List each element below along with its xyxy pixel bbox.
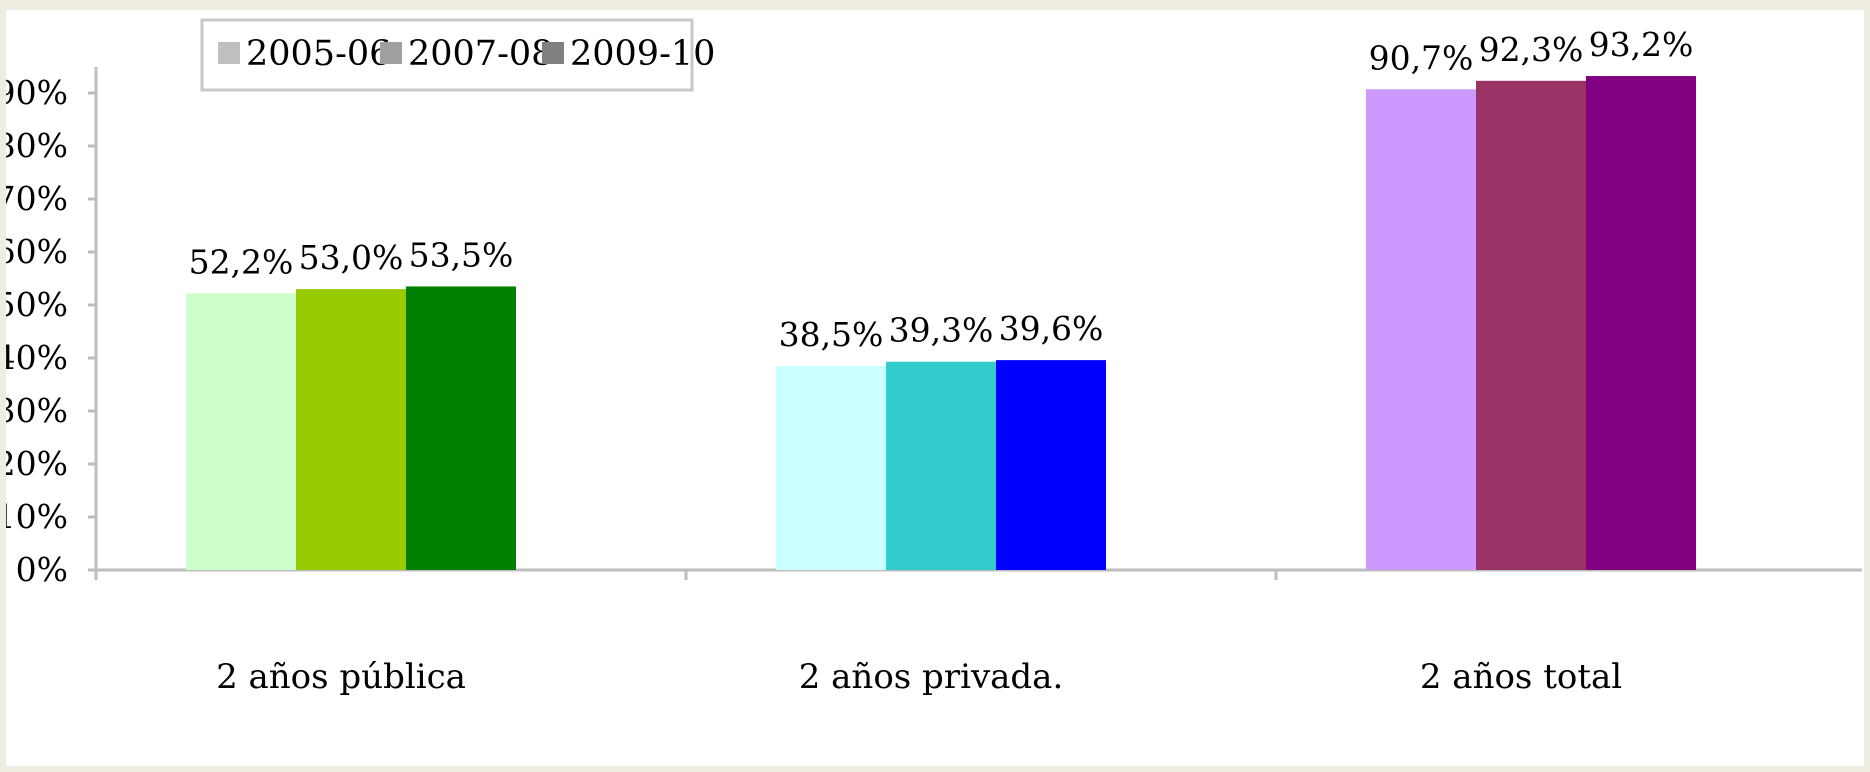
- y-tick-label: 20%: [6, 444, 68, 483]
- bar: [1476, 80, 1586, 570]
- legend-entry: 2007-08: [408, 34, 553, 74]
- y-tick-label: 60%: [6, 232, 68, 271]
- legend: 2005-06 2007-08 2009-10: [200, 18, 715, 92]
- legend-swatch: [218, 42, 240, 64]
- legend-swatch: [380, 42, 402, 64]
- bar: [996, 360, 1106, 570]
- legend-entry: 2005-06: [246, 34, 391, 74]
- data-label: 92,3%: [1479, 30, 1584, 69]
- data-label: 39,3%: [889, 311, 994, 350]
- x-category-label: 2 años privada.: [799, 657, 1064, 697]
- x-category-label: 2 años pública: [216, 657, 466, 697]
- bar: [776, 365, 886, 570]
- data-label: 38,5%: [779, 315, 884, 354]
- y-tick-label: 80%: [6, 126, 68, 165]
- y-tick-label: 10%: [6, 497, 68, 536]
- y-tick-label: 40%: [6, 338, 68, 377]
- bars: [186, 76, 1696, 570]
- data-label: 53,0%: [299, 238, 404, 277]
- bar: [886, 361, 996, 570]
- y-tick-label: 50%: [6, 285, 68, 324]
- bar: [1366, 89, 1476, 570]
- x-category-label: 2 años total: [1420, 657, 1622, 697]
- bar: [186, 293, 296, 570]
- data-label: 53,5%: [409, 235, 514, 274]
- bar: [406, 286, 516, 570]
- legend-box: [200, 18, 694, 92]
- bar: [296, 289, 406, 570]
- legend-entry: 2009-10: [570, 34, 715, 74]
- legend-swatch: [542, 42, 564, 64]
- y-tick-label: 30%: [6, 391, 68, 430]
- chart-frame: 2005-06 2007-08 2009-10 0% 10% 20% 30% 40% 50% 6…: [6, 10, 1864, 766]
- data-label: 39,6%: [999, 309, 1104, 348]
- bar: [1586, 76, 1696, 570]
- y-tick-label: 70%: [6, 179, 68, 218]
- data-label: 52,2%: [189, 242, 294, 281]
- data-labels: 52,2% 53,0% 53,5% 38,5% 39,3% 39,6% 90,7% 92,3%…: [189, 25, 1694, 354]
- y-tick-label: 0%: [16, 550, 68, 589]
- data-label: 93,2%: [1589, 25, 1694, 64]
- y-tick-label: 90%: [6, 73, 68, 112]
- data-label: 90,7%: [1369, 38, 1474, 77]
- bar-chart: 2005-06 2007-08 2009-10 0% 10% 20% 30% 40% 50% 6…: [6, 18, 1862, 697]
